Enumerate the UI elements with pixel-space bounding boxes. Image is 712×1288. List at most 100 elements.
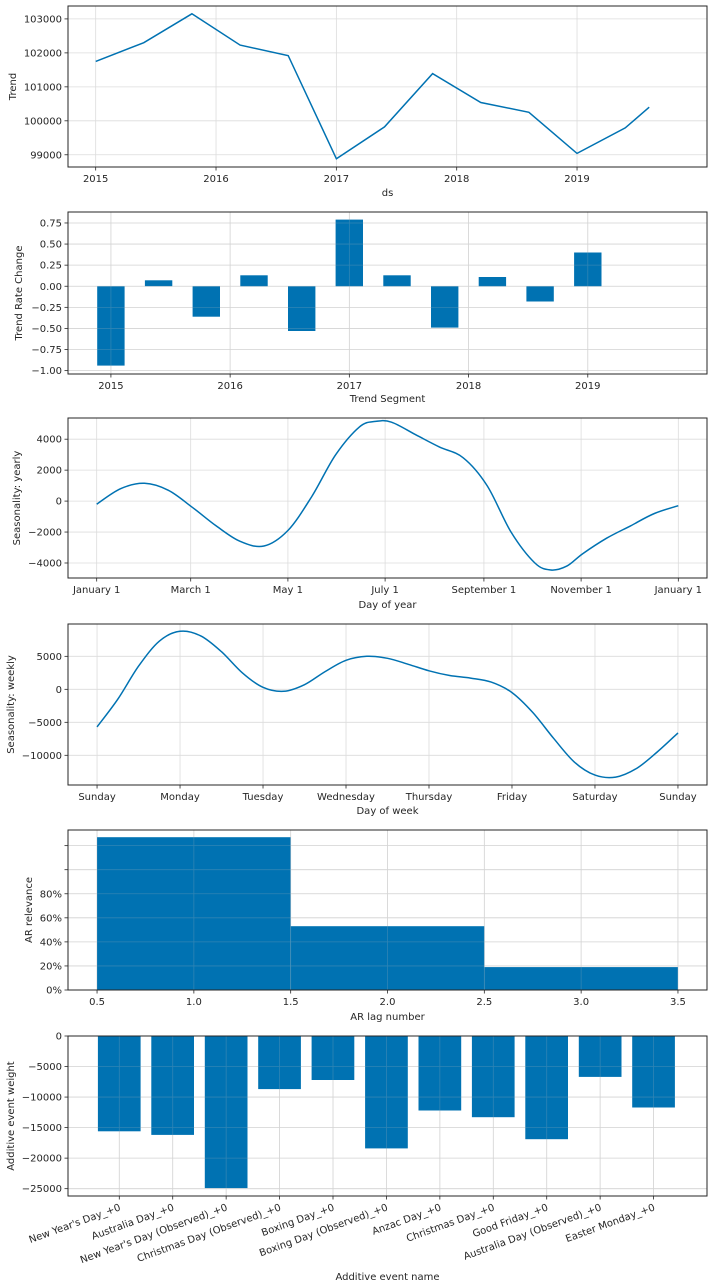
x-tick-label: Thursday xyxy=(405,792,453,803)
x-tick-label: 2015 xyxy=(98,381,123,392)
bar xyxy=(258,1036,301,1090)
bar xyxy=(478,277,507,287)
x-tick-label: 3.0 xyxy=(573,997,589,1008)
y-tick-label: 4000 xyxy=(37,435,62,446)
y-tick-label: −0.75 xyxy=(31,345,62,356)
axes-frame xyxy=(67,417,708,579)
data-marks xyxy=(95,12,650,160)
x-axis-label: Additive event name xyxy=(335,1272,439,1283)
bar xyxy=(632,1036,675,1108)
chart-panel-trend-rate-change: −1.00 −0.75 −0.50 −0.25 0.00 0.25 0.50 0.75 2015… xyxy=(14,211,708,405)
chart-panel-seasonality-yearly: −4000 −2000 0 2000 4000 January 1 March 1 May 1… xyxy=(12,417,708,611)
gridlines-overlay xyxy=(68,1035,707,1196)
x-tick-label: May 1 xyxy=(273,585,303,596)
x-tick-label: 2017 xyxy=(324,174,349,185)
y-tick-label: −25000 xyxy=(22,1184,62,1195)
data-marks xyxy=(97,219,602,366)
y-tick-label: 60% xyxy=(40,913,62,924)
bar xyxy=(574,252,602,287)
bar xyxy=(526,286,554,302)
bar xyxy=(335,219,363,287)
x-tick-label: 2016 xyxy=(217,381,242,392)
bar xyxy=(97,837,291,990)
x-tick-label: New Year's Day_+0 xyxy=(28,1202,123,1245)
x-tick-label: 2018 xyxy=(444,174,469,185)
x-tick-label: September 1 xyxy=(451,585,516,596)
x-tick-label: Saturday xyxy=(572,792,617,803)
chart-panel-additive-events: −25000 −20000 −15000 −10000 −5000 0 New Year's… xyxy=(6,1032,708,1283)
chart-panel-trend: 99000 100000 101000 102000 103000 2015 2016 201… xyxy=(8,5,708,199)
data-marks xyxy=(97,837,678,990)
y-tick-label: 0% xyxy=(46,986,62,997)
bar xyxy=(383,275,411,287)
chart-panel-seasonality-weekly: −10000 −5000 0 5000 Sunday Monday Tuesday Wedne… xyxy=(6,623,708,817)
axes-frame xyxy=(67,211,708,375)
y-tick-label: 0 xyxy=(56,497,62,508)
bar xyxy=(311,1036,355,1080)
axes-frame xyxy=(67,1035,708,1197)
x-tick-label: 3.5 xyxy=(670,997,686,1008)
x-tick-label: 2019 xyxy=(575,381,600,392)
y-tick-label: 5000 xyxy=(37,652,62,663)
y-axis-label: Trend xyxy=(8,73,19,101)
y-tick-label: 0.75 xyxy=(40,218,62,229)
y-tick-label: 0.50 xyxy=(40,240,62,251)
x-tick-label: Wednesday xyxy=(317,792,375,803)
x-tick-label: November 1 xyxy=(550,585,612,596)
data-marks xyxy=(96,419,679,571)
x-tick-label: Friday xyxy=(497,792,527,803)
y-tick-label: −5000 xyxy=(28,718,62,729)
bar xyxy=(578,1036,622,1077)
x-axis-label: AR lag number xyxy=(350,1012,425,1023)
y-axis-label: Additive event weight xyxy=(6,1061,17,1171)
series-line-yearly xyxy=(96,419,679,571)
gridlines xyxy=(68,418,707,578)
chart-panel-ar-relevance: 0% 20% 40% 60% 80% 0.5 1.0 1.5 2.0 2.5 3.0 3.5 AR la… xyxy=(24,829,708,1023)
gridlines-overlay xyxy=(68,212,707,374)
bar xyxy=(288,286,316,331)
y-axis-label: Seasonality: yearly xyxy=(12,451,23,546)
data-marks xyxy=(96,630,679,779)
y-axis-label: Seasonality: weekly xyxy=(6,655,17,754)
x-tick-label: 2.0 xyxy=(380,997,396,1008)
y-tick-label: 103000 xyxy=(24,14,62,25)
y-tick-label: −0.50 xyxy=(31,324,62,335)
y-tick-label: −20000 xyxy=(22,1154,62,1165)
y-tick-label: 100000 xyxy=(24,116,62,127)
x-tick-label: 1.5 xyxy=(283,997,299,1008)
y-tick-label: 0 xyxy=(56,1032,62,1043)
x-tick-label: January 1 xyxy=(72,585,120,596)
y-tick-label: −2000 xyxy=(28,528,62,539)
x-axis-label: Trend Segment xyxy=(349,394,426,405)
y-axis-label: AR relevance xyxy=(24,877,35,943)
bar xyxy=(365,1036,408,1149)
y-tick-label: −10000 xyxy=(22,1093,62,1104)
x-tick-label: July 1 xyxy=(370,585,399,596)
x-tick-label: 2016 xyxy=(203,174,228,185)
x-tick-label: Christmas Day_+0 xyxy=(405,1202,496,1244)
x-tick-label: Easter Monday_+0 xyxy=(564,1202,656,1245)
bar xyxy=(431,286,459,328)
x-axis-label: Day of year xyxy=(358,600,417,611)
series-line-Trend xyxy=(95,12,650,160)
bar xyxy=(97,1036,141,1132)
x-axis-label: Day of week xyxy=(356,806,418,817)
x-tick-label: 2017 xyxy=(337,381,362,392)
axes-frame xyxy=(67,623,708,786)
y-tick-label: −0.25 xyxy=(31,303,62,314)
x-tick-label: Sunday xyxy=(659,792,696,803)
x-tick-label: January 1 xyxy=(654,585,702,596)
bar xyxy=(418,1036,462,1111)
y-tick-label: 80% xyxy=(40,889,62,900)
y-tick-label: 40% xyxy=(40,937,62,948)
bar xyxy=(471,1036,515,1118)
bar xyxy=(484,967,678,990)
y-tick-label: 20% xyxy=(40,961,62,972)
y-tick-label: 102000 xyxy=(24,48,62,59)
bar xyxy=(192,286,220,317)
bar xyxy=(144,280,173,287)
bar xyxy=(240,275,268,287)
x-tick-label: Tuesday xyxy=(242,792,284,803)
x-tick-label: Sunday xyxy=(78,792,115,803)
